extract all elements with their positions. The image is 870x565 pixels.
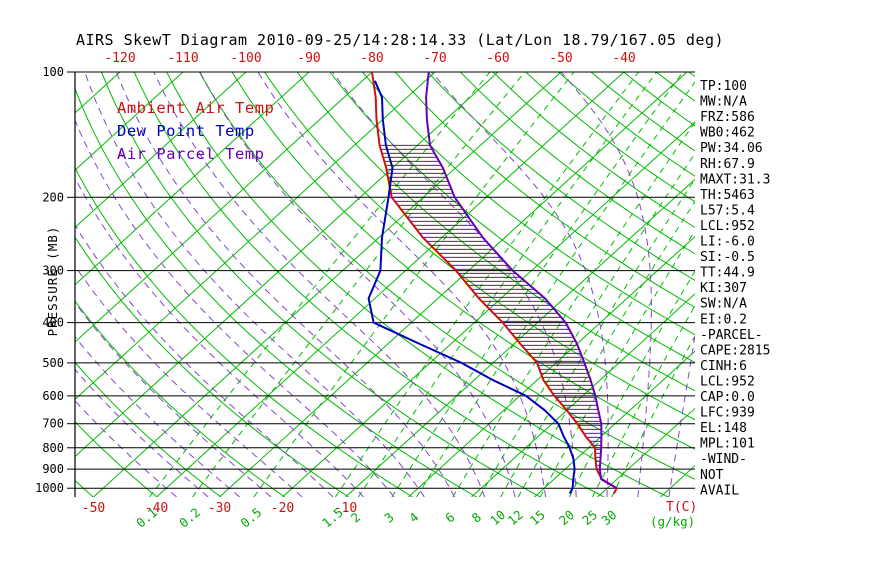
dry-adiabat-line — [656, 72, 870, 497]
isotherm-line — [661, 72, 870, 497]
mixing-ratio-label: 0.2 — [176, 505, 203, 531]
isotherm-line — [409, 72, 870, 497]
stats-line: TP:100 — [700, 79, 747, 94]
temp-unit-label: T(C) — [666, 500, 697, 515]
stats-line: TH:5463 — [700, 188, 755, 203]
top-temp-label: -120 — [104, 51, 135, 66]
stats-line: SI:-0.5 — [700, 250, 755, 265]
stats-line: MPL:101 — [700, 437, 755, 452]
bottom-temp-label: -30 — [208, 501, 231, 516]
stats-line: PW:34.06 — [700, 141, 763, 156]
chart-title: AIRS SkewT Diagram 2010-09-25/14:28:14.3… — [76, 31, 724, 49]
stats-line: AVAIL — [700, 483, 739, 498]
stats-line: MAXT:31.3 — [700, 172, 770, 187]
mixing-ratio-label: 15 — [527, 507, 548, 528]
bottom-temp-label: -50 — [82, 501, 105, 516]
legend-dew-point-temp: Dew Point Temp — [117, 122, 255, 140]
stats-line: CINH:6 — [700, 359, 747, 374]
mixing-ratio-label: 30 — [598, 507, 619, 528]
stats-panel: TP:100MW:N/AFRZ:586WB0:462PW:34.06RH:67.… — [700, 79, 770, 498]
stats-line: LCL:952 — [700, 374, 755, 389]
pressure-tick-label: 700 — [42, 417, 64, 431]
pressure-tick-label: 900 — [42, 462, 64, 476]
stats-line: NOT — [700, 468, 724, 483]
pressure-tick-label: 500 — [42, 356, 64, 370]
pressure-tick-label: 200 — [42, 190, 64, 204]
mixing-ratio-label: 0.5 — [238, 505, 265, 531]
stats-line: -PARCEL- — [700, 328, 763, 343]
curve-ambient-air-temp — [372, 72, 617, 494]
top-temp-label: -80 — [360, 51, 383, 66]
isotherm-line — [283, 72, 751, 497]
mixing-ratio-label: 8 — [469, 509, 484, 525]
isotherm-line — [220, 72, 688, 497]
dry-adiabat-line — [526, 72, 870, 497]
mixing-unit-label: (g/kg) — [650, 514, 695, 529]
mixing-ratio-line — [417, 72, 703, 497]
stats-line: CAP:0.0 — [700, 390, 755, 405]
legend-ambient-air-temp: Ambient Air Temp — [117, 99, 274, 117]
stats-line: TT:44.9 — [700, 266, 755, 281]
stats-line: RH:67.9 — [700, 157, 755, 172]
stats-line: WB0:462 — [700, 126, 755, 141]
mixing-ratio-label: 2 — [348, 509, 363, 525]
top-temp-label: -50 — [549, 51, 572, 66]
stats-line: EI:0.2 — [700, 312, 747, 327]
stats-line: KI:307 — [700, 281, 747, 296]
dry-adiabat-line — [493, 72, 870, 497]
bottom-temp-label: -20 — [271, 501, 294, 516]
stats-line: SW:N/A — [700, 297, 747, 312]
mixing-ratio-line — [392, 72, 683, 497]
stats-line: L57:5.4 — [700, 203, 755, 218]
mixing-ratio-label: 3 — [381, 509, 396, 525]
mixing-ratio-label: 25 — [579, 507, 600, 528]
top-temp-label: -110 — [167, 51, 198, 66]
top-temp-label: -40 — [612, 51, 635, 66]
isotherm-line — [472, 72, 870, 497]
dry-adiabat-line — [428, 72, 870, 497]
stats-line: LI:-6.0 — [700, 235, 755, 250]
mixing-ratio-label: 12 — [505, 507, 526, 528]
pressure-tick-label: 100 — [42, 65, 64, 79]
legend-air-parcel-temp: Air Parcel Temp — [117, 145, 264, 163]
stats-line: EL:148 — [700, 421, 747, 436]
pressure-tick-label: 600 — [42, 389, 64, 403]
stats-line: MW:N/A — [700, 95, 747, 110]
pressure-tick-label: 800 — [42, 441, 64, 455]
isotherm-line — [0, 72, 120, 497]
stats-line: FRZ:586 — [700, 110, 755, 125]
top-temp-label: -100 — [230, 51, 261, 66]
mixing-ratio-label: 4 — [406, 509, 421, 525]
mixing-ratio-label: 6 — [442, 509, 457, 525]
dry-adiabat-line — [460, 72, 870, 497]
mixing-ratio-label: 20 — [556, 507, 577, 528]
stats-line: LFC:939 — [700, 406, 755, 421]
dry-adiabat-line — [199, 72, 732, 497]
top-temp-label: -60 — [486, 51, 509, 66]
pressure-tick-label: 1000 — [35, 481, 64, 495]
top-temp-label: -90 — [297, 51, 320, 66]
stats-line: LCL:952 — [700, 219, 755, 234]
mixing-ratio-line — [358, 72, 656, 497]
pressure-axis-title: PRESSURE (MB) — [45, 226, 60, 337]
stats-line: -WIND- — [700, 452, 747, 467]
top-temp-label: -70 — [423, 51, 446, 66]
stats-line: CAPE:2815 — [700, 343, 770, 358]
moist-adiabat-line — [333, 72, 577, 497]
